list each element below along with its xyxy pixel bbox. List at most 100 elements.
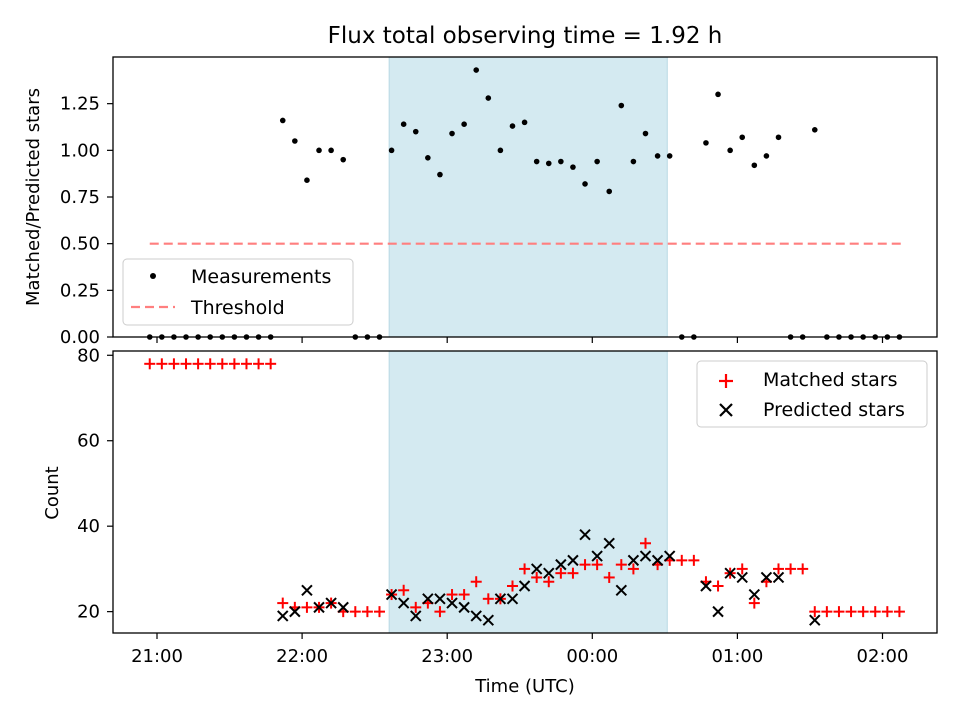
- x-axis-label: Time (UTC): [474, 676, 575, 697]
- legend-matched-label: Matched stars: [763, 369, 897, 391]
- matched-star-point: [410, 601, 422, 613]
- matched-star-point: [446, 589, 458, 601]
- matched-star-point: [627, 563, 639, 575]
- top-panel: Flux total observing time = 1.92 h Match…: [23, 23, 938, 348]
- predicted-star-point: [337, 601, 349, 614]
- matched-star-point: [591, 559, 603, 571]
- x-tick-label: 22:00: [276, 646, 328, 667]
- measurement-point: [461, 121, 467, 127]
- matched-star-point: [240, 358, 252, 370]
- top-y-axis-label: Matched/Predicted stars: [23, 88, 44, 306]
- predicted-star-point: [603, 537, 615, 549]
- predicted-star-point: [579, 529, 591, 541]
- x-tick-label: 23:00: [421, 646, 473, 667]
- measurement-point: [558, 158, 564, 165]
- top-y-tick-label: 0.00: [60, 327, 100, 348]
- predicted-star-point: [736, 571, 748, 584]
- predicted-star-point: [724, 567, 736, 579]
- legend-measurements-marker: [150, 273, 156, 279]
- predicted-star-point: [627, 554, 640, 567]
- measurement-point: [775, 134, 782, 141]
- top-y-tick-label: 0.50: [60, 234, 100, 255]
- measurement-point: [630, 158, 637, 165]
- predicted-star-point: [385, 588, 398, 601]
- predicted-star-point: [663, 550, 676, 562]
- matched-star-point: [543, 576, 555, 588]
- measurement-point: [400, 121, 407, 127]
- measurement-point: [304, 177, 310, 183]
- matched-star-point: [398, 584, 410, 596]
- measurement-point: [497, 147, 504, 154]
- bottom-y-tick-label: 40: [77, 516, 100, 537]
- measurement-point: [763, 153, 770, 159]
- predicted-star-point: [530, 563, 543, 575]
- x-tick-label: 00:00: [566, 646, 618, 667]
- matched-star-point: [712, 580, 724, 592]
- matched-star-point: [639, 537, 651, 549]
- measurement-point: [739, 134, 746, 141]
- matched-star-point: [857, 606, 869, 618]
- matched-star-point: [736, 563, 748, 575]
- measurement-point: [545, 160, 552, 167]
- matched-star-point: [688, 554, 700, 566]
- predicted-star-point: [809, 614, 821, 626]
- matched-star-point: [893, 606, 905, 618]
- matched-star-point: [434, 606, 446, 618]
- matched-star-point: [567, 567, 579, 579]
- legend-threshold-label: Threshold: [190, 297, 285, 319]
- matched-star-point: [833, 606, 845, 618]
- predicted-star-point: [518, 580, 531, 592]
- predicted-star-point: [772, 571, 785, 584]
- legend-matched-marker: [719, 374, 733, 388]
- predicted-star-point: [397, 597, 410, 609]
- predicted-star-point: [712, 605, 724, 618]
- bottom-highlight-span: [388, 350, 668, 634]
- predicted-star-point: [760, 571, 773, 584]
- matched-star-point: [748, 597, 760, 609]
- measurement-point: [412, 128, 419, 135]
- predicted-star-point: [325, 597, 337, 609]
- measurement-point: [509, 123, 516, 129]
- matched-star-point: [773, 563, 785, 575]
- measurement-point: [425, 155, 431, 161]
- bottom-panel: Count Time (UTC) 20 40 60 80 21:00 22:00 23:0…: [42, 345, 938, 697]
- measurement-point: [533, 158, 540, 165]
- matched-star-point: [458, 589, 470, 601]
- measurement-point: [437, 171, 443, 178]
- legend-measurements-label: Measurements: [191, 266, 331, 288]
- predicted-star-point: [470, 610, 482, 622]
- matched-star-point: [821, 606, 833, 618]
- predicted-star-point: [289, 605, 301, 618]
- matched-star-point: [301, 601, 313, 613]
- top-y-tick-label: 0.75: [60, 187, 100, 208]
- matched-star-point: [845, 606, 857, 618]
- measurement-point: [703, 140, 709, 146]
- matched-star-point: [216, 358, 228, 370]
- matched-star-point: [373, 606, 385, 618]
- top-y-tick-label: 0.25: [60, 280, 100, 301]
- measurement-point: [388, 147, 395, 154]
- matched-star-point: [277, 597, 289, 609]
- measurement-point: [642, 130, 649, 137]
- predicted-star-point: [555, 558, 567, 571]
- matched-star-point: [265, 358, 277, 370]
- bottom-legend: Matched stars Predicted stars: [696, 360, 928, 428]
- measurement-point: [666, 153, 673, 159]
- matched-star-point: [603, 571, 615, 583]
- x-tick-label: 01:00: [711, 646, 763, 667]
- top-legend: Measurements Threshold: [122, 258, 354, 326]
- matched-star-point: [253, 358, 265, 370]
- measurement-point: [618, 102, 625, 109]
- chart-title: Flux total observing time = 1.92 h: [328, 23, 723, 49]
- bottom-y-tick-label: 20: [77, 602, 100, 623]
- matched-star-point: [192, 358, 204, 370]
- matched-star-point: [168, 358, 180, 370]
- matched-star-point: [555, 567, 567, 579]
- measurement-point: [521, 119, 528, 126]
- predicted-star-point: [639, 550, 652, 562]
- matched-star-point: [881, 606, 893, 618]
- matched-star-point: [519, 563, 531, 575]
- predicted-star-point: [277, 610, 289, 622]
- predicted-star-point: [482, 614, 495, 626]
